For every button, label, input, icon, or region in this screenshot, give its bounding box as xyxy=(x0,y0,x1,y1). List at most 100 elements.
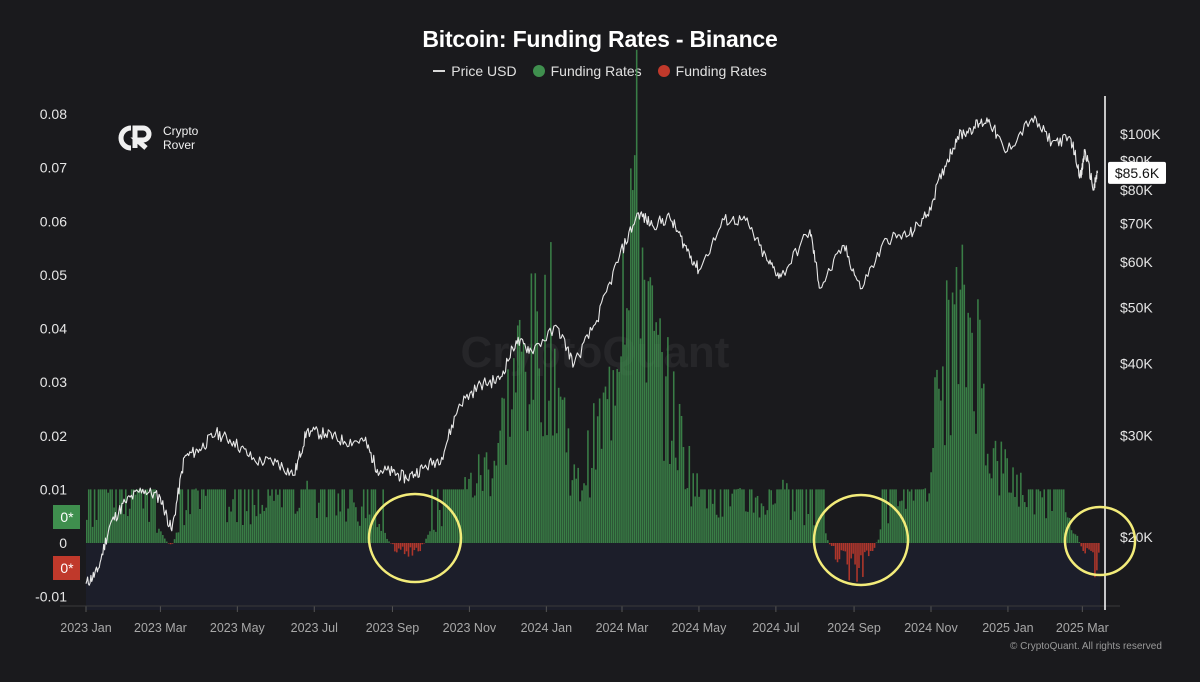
funding-bar xyxy=(333,489,336,544)
funding-bar xyxy=(632,190,634,543)
price-line xyxy=(85,115,1099,586)
funding-bar xyxy=(146,489,149,544)
funding-bar xyxy=(710,489,712,544)
funding-bar xyxy=(706,508,708,543)
funding-bar xyxy=(468,478,470,543)
funding-bar xyxy=(1029,489,1032,544)
funding-bar xyxy=(608,366,611,543)
funding-bar xyxy=(218,489,221,544)
funding-bar xyxy=(429,531,431,543)
funding-bar xyxy=(107,492,110,543)
funding-bar xyxy=(286,489,289,544)
funding-bar xyxy=(470,472,472,543)
funding-bar xyxy=(606,399,609,543)
funding-bar xyxy=(801,489,804,544)
funding-bar xyxy=(1078,542,1081,543)
funding-bar xyxy=(423,543,425,544)
funding-bar xyxy=(507,369,509,543)
funding-bar xyxy=(269,495,271,543)
legend-item-funding-positive[interactable]: Funding Rates xyxy=(532,63,642,79)
funding-bar xyxy=(1002,473,1005,543)
funding-bar xyxy=(901,500,903,543)
funding-bar xyxy=(635,49,638,543)
x-tick-label: 2024 Nov xyxy=(904,621,958,635)
funding-bar xyxy=(869,543,872,551)
y-left-tick-label: 0.01 xyxy=(40,481,67,497)
funding-bar xyxy=(881,489,884,544)
x-tick-label: 2023 Nov xyxy=(443,621,497,635)
funding-bar xyxy=(827,540,829,543)
funding-bar xyxy=(1025,507,1028,543)
funding-bar xyxy=(711,503,714,543)
funding-bar xyxy=(273,500,275,543)
funding-bar xyxy=(144,489,147,544)
funding-bar xyxy=(263,511,266,543)
funding-bar xyxy=(399,543,402,550)
funding-bar xyxy=(148,521,150,543)
funding-bar xyxy=(554,348,556,543)
watermark: CryptoQuant xyxy=(461,328,730,377)
funding-bar xyxy=(91,526,94,543)
funding-bar xyxy=(380,530,383,543)
funding-bar xyxy=(364,518,367,543)
funding-bar xyxy=(290,489,293,544)
funding-bar xyxy=(95,519,98,543)
funding-bar xyxy=(729,506,732,543)
funding-bar xyxy=(323,489,326,544)
funding-bar xyxy=(860,543,862,556)
funding-bar xyxy=(848,543,851,581)
funding-bar xyxy=(1094,543,1096,578)
funding-bar xyxy=(1008,492,1010,543)
funding-bar xyxy=(394,543,396,552)
funding-bar xyxy=(476,483,478,543)
funding-bar xyxy=(912,500,915,543)
funding-bar xyxy=(856,543,858,582)
legend-item-funding-negative[interactable]: Funding Rates xyxy=(657,63,767,79)
funding-bar xyxy=(542,436,544,543)
funding-bar xyxy=(548,400,550,543)
funding-bar xyxy=(183,525,186,543)
highlight-circle xyxy=(1063,505,1137,577)
funding-bar xyxy=(594,469,597,543)
funding-bar xyxy=(341,489,344,544)
funding-bar xyxy=(598,398,601,543)
funding-bar xyxy=(204,495,207,543)
funding-bar xyxy=(852,543,854,554)
funding-bar xyxy=(435,531,437,543)
funding-bar xyxy=(372,489,375,544)
funding-bar xyxy=(538,368,540,543)
y-left-tick-label: 0.02 xyxy=(40,428,67,444)
funding-bar xyxy=(130,489,133,544)
funding-bar xyxy=(657,334,659,543)
funding-bar xyxy=(175,532,178,543)
funding-bar xyxy=(735,489,737,544)
funding-bar xyxy=(981,388,983,543)
funding-bar xyxy=(189,514,191,543)
funding-bar xyxy=(1084,543,1086,554)
chart-title: Bitcoin: Funding Rates - Binance xyxy=(422,26,778,52)
funding-bar xyxy=(212,489,215,544)
x-tick-label: 2023 Sep xyxy=(366,621,420,635)
funding-bar xyxy=(624,344,626,543)
funding-bar xyxy=(655,322,657,543)
funding-bar xyxy=(142,508,145,543)
funding-bar xyxy=(885,489,888,544)
funding-bar xyxy=(587,430,589,543)
legend-item-price[interactable]: Price USD xyxy=(433,63,517,79)
funding-bar xyxy=(678,403,681,543)
funding-bar xyxy=(226,522,228,543)
funding-bar xyxy=(185,510,188,543)
funding-bar xyxy=(460,489,462,544)
funding-bar xyxy=(103,489,106,544)
funding-bar xyxy=(347,508,349,543)
funding-bar xyxy=(117,515,119,543)
funding-bar xyxy=(680,415,683,543)
funding-bar xyxy=(544,274,546,543)
funding-bar xyxy=(390,543,392,544)
funding-bar xyxy=(134,494,137,543)
funding-bar xyxy=(1062,489,1065,544)
funding-bar xyxy=(926,501,929,543)
current-price-box xyxy=(1108,161,1166,184)
funding-bar xyxy=(357,521,359,543)
funding-bar xyxy=(1020,472,1022,543)
